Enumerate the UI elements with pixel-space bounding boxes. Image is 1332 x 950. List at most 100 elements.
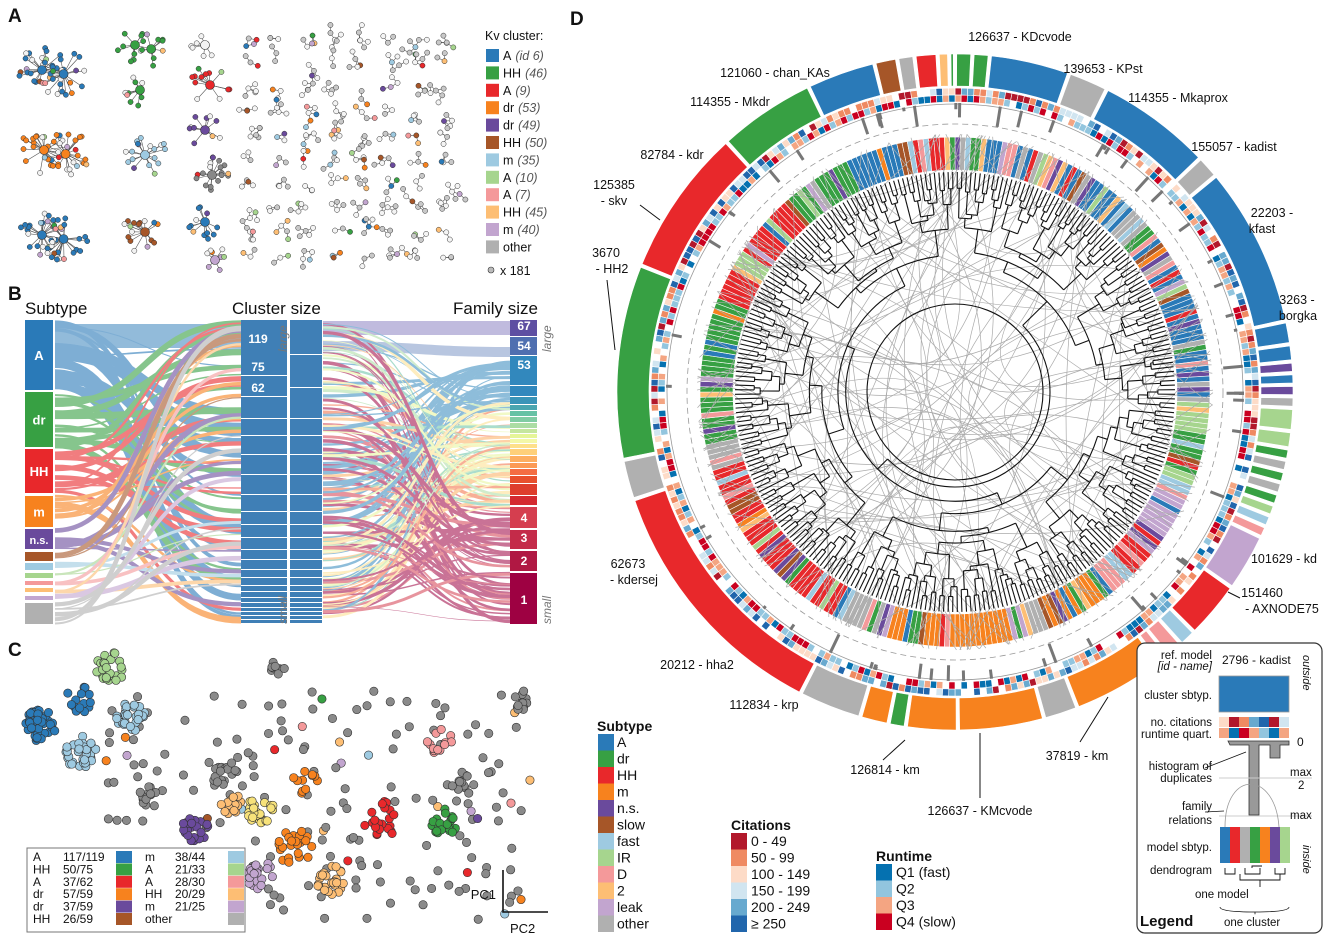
- dendrogram-branch: [752, 403, 763, 406]
- scatter-cluster: [248, 761, 258, 771]
- network-node: [70, 159, 77, 166]
- network-node: [352, 103, 359, 110]
- dendrogram-arc: [761, 367, 763, 374]
- citation-cell: [979, 88, 988, 97]
- dendrogram-branch: [1039, 578, 1048, 593]
- network-node: [332, 119, 339, 126]
- dendrogram-branch: [1047, 574, 1056, 589]
- dendrogram-branch: [1155, 375, 1175, 378]
- runtime-cell: [1115, 629, 1125, 640]
- scatter-cluster: [307, 687, 317, 697]
- scatter-point: [249, 803, 259, 813]
- dendrogram-branch: [941, 578, 944, 596]
- sankey-flow: [322, 554, 511, 591]
- network-node: [334, 157, 340, 164]
- dendrogram-branch: [832, 536, 840, 545]
- runtime-cell: [948, 94, 956, 103]
- guide-circle: [686, 123, 1224, 661]
- network-node: [55, 217, 61, 223]
- network-node: [44, 250, 51, 256]
- scatter-cluster: [317, 694, 327, 704]
- network-node: [207, 113, 213, 120]
- legend-family-link: [1224, 784, 1280, 828]
- dendrogram-branch: [1025, 570, 1030, 581]
- runtime-cell: [1243, 360, 1252, 369]
- scatter-point: [301, 836, 311, 846]
- dendrogram-branch: [767, 275, 785, 287]
- small-network: [399, 36, 430, 56]
- network-node: [55, 149, 62, 155]
- dendrogram-branch: [1074, 261, 1082, 269]
- scatter-cluster: [343, 728, 353, 738]
- leader-line: [882, 739, 906, 761]
- dendrogram-branch: [1048, 214, 1058, 231]
- network-node: [79, 83, 85, 90]
- dendrogram-branch: [1125, 454, 1134, 459]
- dendrogram-branch: [1107, 507, 1116, 514]
- network-node: [20, 146, 27, 152]
- cluster-size-bar: [241, 612, 287, 615]
- dendrogram-branch: [933, 172, 938, 203]
- leader-line: [1227, 591, 1241, 599]
- family-size-bar: [510, 573, 537, 624]
- network-node: [449, 117, 455, 124]
- dendrogram-branch: [809, 384, 823, 387]
- scatter-point: [364, 750, 374, 760]
- dendrogram-branch: [841, 239, 855, 258]
- dendrogram-branch: [974, 229, 979, 254]
- family-relation-link: [731, 151, 1051, 268]
- network-node: [205, 236, 211, 242]
- network-node: [419, 56, 426, 62]
- dendrogram-branch: [871, 204, 879, 219]
- citation-cell: [1249, 422, 1258, 431]
- network-node: [50, 162, 56, 169]
- scatter-point: [138, 759, 148, 769]
- network-node: [379, 160, 386, 166]
- cluster-arc-other: [1177, 159, 1215, 196]
- sankey-flow: [54, 541, 242, 617]
- reference-model-label: 155057 - kadist: [1191, 140, 1277, 154]
- dendrogram-branch: [895, 575, 901, 587]
- dendrogram-branch: [1035, 253, 1042, 263]
- network-node: [347, 228, 353, 235]
- network-node: [192, 79, 199, 86]
- scatter-point: [505, 897, 515, 907]
- scatter-point: [101, 663, 111, 673]
- dendrogram-branch: [1043, 576, 1052, 591]
- network-node: [441, 118, 447, 124]
- scatter-cluster: [513, 886, 523, 896]
- leader-line: [606, 279, 616, 351]
- dendrogram-arc: [1139, 443, 1142, 450]
- dendrogram-branch: [784, 283, 801, 295]
- dendrogram-arc: [821, 237, 826, 242]
- scatter-point: [86, 738, 96, 748]
- scatter-point: [298, 745, 308, 755]
- scatter-point: [411, 793, 421, 803]
- cluster-arc-other: [802, 664, 869, 717]
- dendrogram-branch: [1082, 220, 1094, 234]
- subtype-legend-label: slow: [617, 817, 646, 833]
- network-node: [387, 227, 394, 234]
- family-relation-link: [792, 190, 924, 649]
- network-node: [218, 69, 225, 75]
- scatter-cluster: [496, 690, 506, 700]
- family-relation-link: [723, 135, 986, 507]
- sankey-flow: [54, 456, 242, 465]
- scatter-cluster: [112, 815, 122, 825]
- dendrogram-branch: [1045, 195, 1056, 213]
- dendrogram-branch: [1030, 579, 1039, 596]
- dendrogram-branch: [749, 312, 764, 320]
- dendrogram-branch: [847, 345, 855, 350]
- network-node: [439, 205, 446, 212]
- scatter-cluster: [436, 711, 446, 721]
- sankey-flow: [322, 443, 511, 588]
- family-relation-link: [882, 171, 1090, 651]
- scatter-cluster: [209, 758, 242, 789]
- scatter-cluster: [263, 884, 273, 894]
- legend-subtype: m: [503, 223, 513, 237]
- small-network: [354, 174, 370, 192]
- dendrogram-branch: [1116, 348, 1136, 355]
- legend-label: HH (50): [503, 136, 547, 150]
- dendrogram-branch: [1130, 483, 1136, 487]
- scatter-cluster: [440, 703, 450, 713]
